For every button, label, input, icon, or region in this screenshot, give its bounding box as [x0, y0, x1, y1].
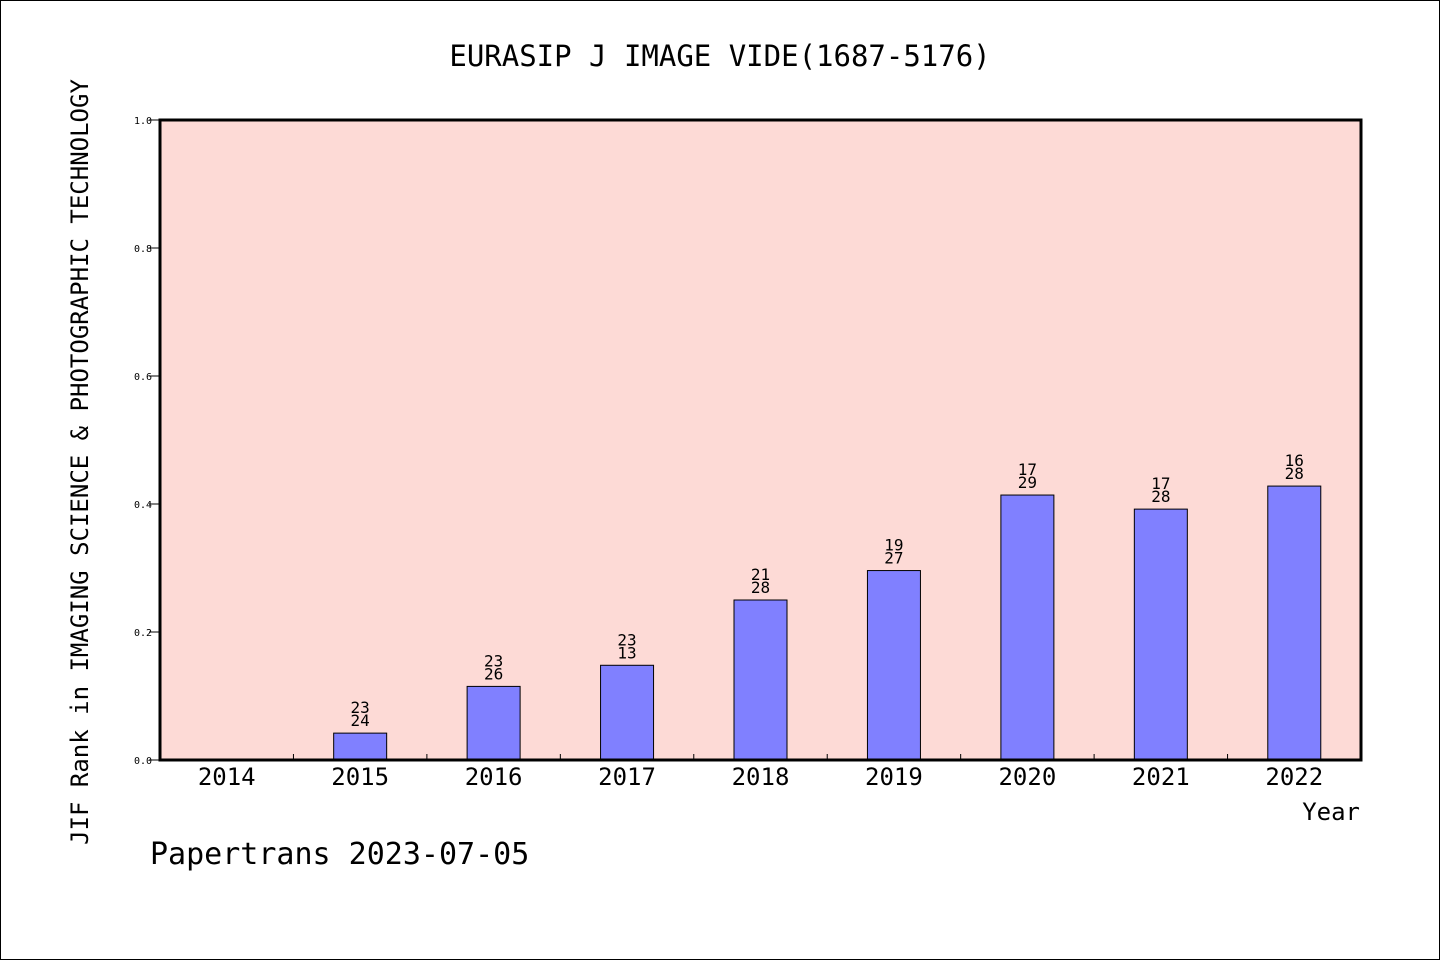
bar-label-top: 21	[751, 565, 770, 584]
x-tick-label: 2020	[998, 763, 1056, 791]
plot-border	[158, 118, 1363, 762]
bar	[1133, 508, 1188, 761]
chart-title: EURASIP J IMAGE VIDE(1687-5176)	[449, 39, 990, 73]
bar	[1267, 485, 1322, 761]
bar-label-bottom: 26	[484, 664, 503, 683]
footer-text: Papertrans 2023-07-05	[150, 837, 529, 872]
bar	[466, 685, 521, 761]
bar	[1000, 494, 1055, 761]
x-axis-label: Year	[1302, 798, 1360, 826]
bar-label-bottom: 24	[351, 711, 370, 730]
bar-label-bottom: 13	[617, 643, 636, 662]
x-tick-label: 2016	[465, 763, 523, 791]
x-tick-label: 2017	[598, 763, 656, 791]
x-tick-label: 2019	[865, 763, 923, 791]
bar-label-top: 17	[1151, 474, 1170, 493]
bar-label-top: 17	[1018, 460, 1037, 479]
bar	[733, 599, 788, 761]
y-tick-label: 1.0	[134, 116, 152, 127]
y-tick-label: 0.0	[134, 756, 152, 767]
bar-label-bottom: 28	[1151, 487, 1170, 506]
bar-label-top: 23	[351, 698, 370, 717]
y-tick-label: 0.4	[134, 500, 152, 511]
bar	[600, 664, 655, 761]
bar-label-top: 16	[1285, 451, 1304, 470]
y-tick-label: 0.2	[134, 628, 152, 639]
x-tick-label: 2014	[198, 763, 256, 791]
x-tick-label: 2021	[1132, 763, 1190, 791]
bar	[333, 732, 388, 761]
bar-label-bottom: 27	[884, 549, 903, 568]
bar	[866, 570, 921, 761]
x-axis-ticks: 2014 2015 2016 2017 2018 2019 2020 2021 2022	[198, 754, 1323, 791]
bar-label-bottom: 28	[751, 578, 770, 597]
bars	[333, 485, 1322, 761]
y-tick-label: 0.6	[134, 372, 152, 383]
bar-label-bottom: 29	[1018, 473, 1037, 492]
bar-label-top: 23	[484, 651, 503, 670]
x-tick-label: 2022	[1265, 763, 1323, 791]
y-axis-label: JIF Rank in IMAGING SCIENCE & PHOTOGRAPH…	[66, 79, 94, 845]
bar-label-bottom: 28	[1285, 464, 1304, 483]
bar-label-top: 19	[884, 536, 903, 555]
bar-label-top: 23	[617, 630, 636, 649]
x-tick-label: 2015	[331, 763, 389, 791]
y-tick-label: 0.8	[134, 244, 152, 255]
x-tick-label: 2018	[732, 763, 790, 791]
y-axis-ticks: 0.0 0.2 0.4 0.6 0.8 1.0	[134, 116, 160, 767]
